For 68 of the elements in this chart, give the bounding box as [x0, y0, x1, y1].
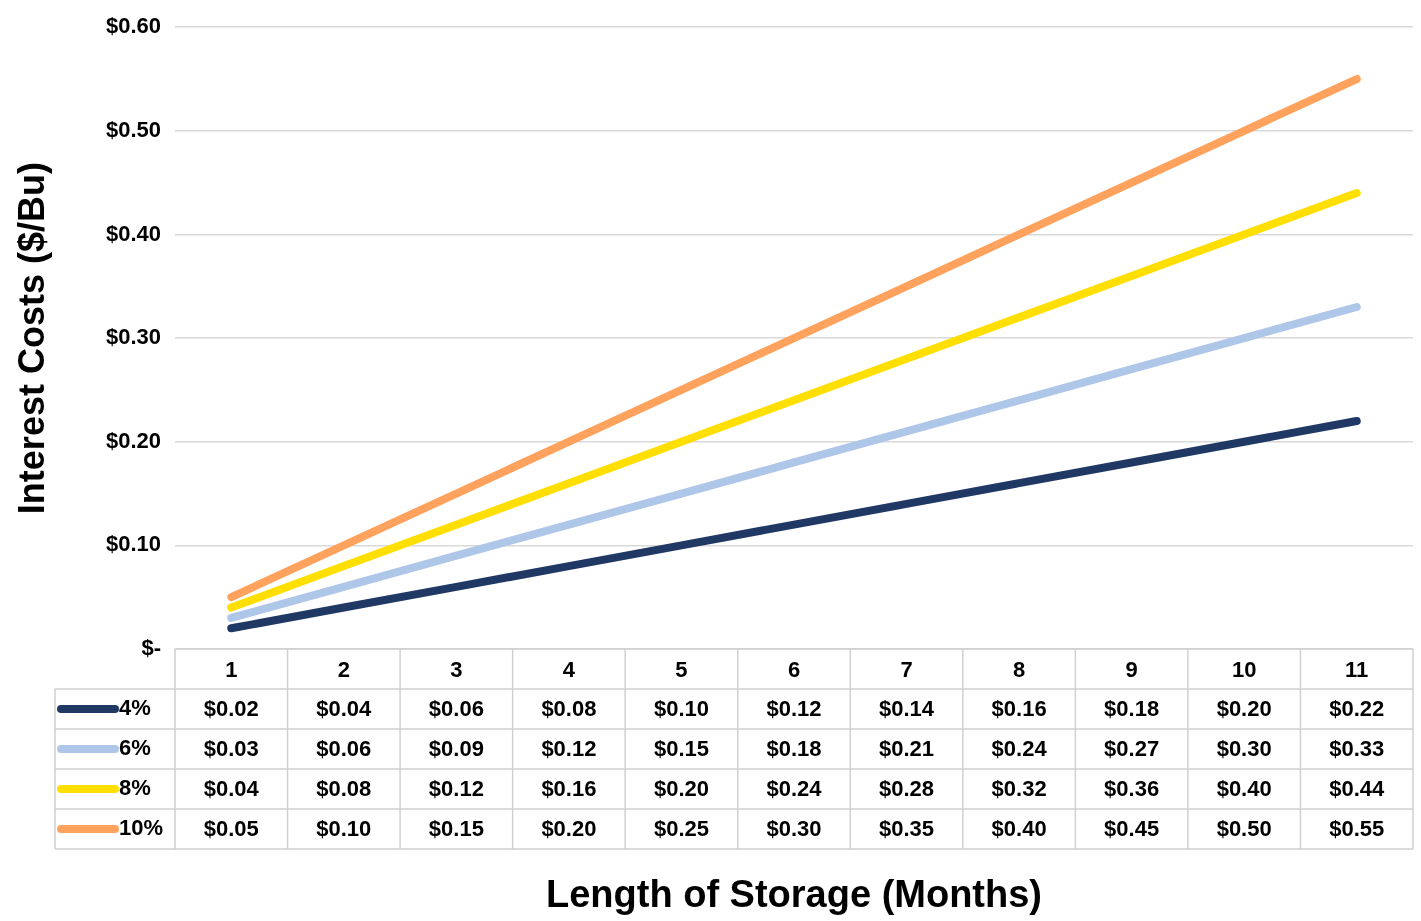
data-label: $0.18: [1104, 696, 1160, 722]
data-label: $0.12: [766, 696, 822, 722]
x-tick-label: 6: [787, 657, 801, 683]
legend-label: 8%: [119, 775, 151, 801]
data-label: $0.20: [541, 816, 597, 842]
data-label: $0.25: [653, 816, 709, 842]
data-label: $0.21: [879, 736, 935, 762]
data-label: $0.55: [1329, 816, 1385, 842]
data-label: $0.30: [766, 816, 822, 842]
data-label: $0.45: [1104, 816, 1160, 842]
legend-label: 10%: [119, 815, 164, 841]
data-label: $0.06: [316, 736, 372, 762]
y-tick-label: $0.60: [105, 13, 161, 39]
data-label: $0.20: [653, 776, 709, 802]
data-label: $0.16: [991, 696, 1047, 722]
x-tick-label: 9: [1125, 657, 1138, 683]
data-label: $0.08: [316, 776, 372, 802]
data-label: $0.20: [1216, 696, 1272, 722]
data-label: $0.16: [541, 776, 597, 802]
data-label: $0.24: [766, 776, 823, 802]
y-axis-title: Interest Costs ($/Bu): [10, 162, 52, 515]
data-label: $0.44: [1329, 776, 1386, 802]
data-label: $0.15: [653, 736, 709, 762]
data-label: $0.03: [203, 736, 259, 762]
y-tick-label: $0.10: [105, 531, 161, 557]
x-tick-label: 7: [900, 657, 913, 683]
data-label: $0.02: [203, 696, 259, 722]
data-label: $0.24: [991, 736, 1048, 762]
x-tick-label: 5: [675, 657, 688, 683]
data-label: $0.32: [991, 776, 1047, 802]
data-label: $0.09: [428, 736, 484, 762]
data-label: $0.12: [428, 776, 484, 802]
data-label: $0.27: [1104, 736, 1160, 762]
text: Length of Storage (Months): [545, 872, 1043, 915]
data-label: $0.30: [1216, 736, 1272, 762]
data-label: $0.15: [428, 816, 484, 842]
x-tick-label: 11: [1345, 657, 1369, 683]
x-tick-label: 10: [1231, 657, 1257, 683]
x-tick-label: 4: [562, 657, 576, 683]
data-label: $0.05: [203, 816, 259, 842]
data-label: $0.50: [1216, 816, 1272, 842]
x-tick-label: 8: [1012, 657, 1026, 683]
data-label: $0.40: [1216, 776, 1272, 802]
data-label: $0.22: [1329, 696, 1385, 722]
data-label: $0.35: [879, 816, 935, 842]
data-label: $0.06: [428, 696, 484, 722]
y-tick-label: $0.40: [105, 220, 161, 246]
data-label: $0.10: [316, 816, 372, 842]
data-label: $0.28: [879, 776, 935, 802]
legend-label: 4%: [119, 695, 151, 721]
data-label: $0.14: [879, 696, 935, 722]
x-tick-label: 1: [225, 657, 238, 683]
y-tick-label: $0.50: [105, 116, 161, 142]
data-label: $0.08: [541, 696, 597, 722]
data-label: $0.04: [316, 696, 373, 722]
y-tick-label: $-: [141, 635, 161, 661]
data-label: $0.36: [1104, 776, 1160, 802]
y-tick-label: $0.20: [105, 427, 161, 453]
legend-label: 6%: [119, 735, 151, 761]
data-label: $0.18: [766, 736, 822, 762]
y-tick-label: $0.30: [105, 324, 161, 350]
x-tick-label: 2: [337, 657, 350, 683]
data-label: $0.10: [653, 696, 709, 722]
x-tick-label: 3: [450, 657, 463, 683]
data-label: $0.12: [541, 736, 597, 762]
data-label: $0.04: [203, 776, 260, 802]
data-label: $0.33: [1329, 736, 1385, 762]
data-label: $0.40: [991, 816, 1047, 842]
